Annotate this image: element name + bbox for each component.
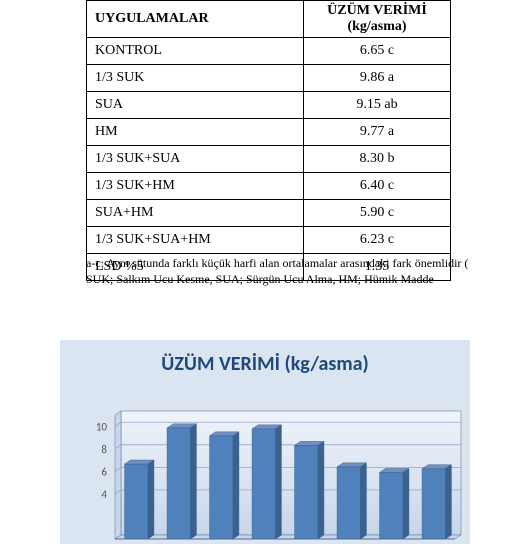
table-row: 1/3 SUK+SUA8.30 b (87, 146, 451, 173)
table: UYGULAMALAR ÜZÜM VERİMİ (kg/asma) KONTRO… (86, 0, 451, 281)
row-value: 6.65 c (304, 38, 451, 65)
table-row: KONTROL6.65 c (87, 38, 451, 65)
svg-text:4: 4 (101, 488, 107, 501)
table-row: 1/3 SUK+SUA+HM6.23 c (87, 227, 451, 254)
row-value: 8.30 b (304, 146, 451, 173)
row-label: 1/3 SUK+SUA (87, 146, 304, 173)
row-value: 9.86 a (304, 65, 451, 92)
row-label: HM (87, 119, 304, 146)
row-label: SUA (87, 92, 304, 119)
row-label: SUA+HM (87, 200, 304, 227)
table-footnote: a-c: Aynı sütunda farklı küçük harfi ala… (86, 256, 526, 287)
th-uzum-verimi: ÜZÜM VERİMİ (kg/asma) (304, 1, 451, 38)
svg-text:6: 6 (101, 465, 107, 478)
table-row: SUA+HM5.90 c (87, 200, 451, 227)
table-row: 1/3 SUK9.86 a (87, 65, 451, 92)
svg-text:8: 8 (101, 443, 107, 456)
note-line1: a-c: Aynı sütunda farklı küçük harfi ala… (86, 256, 468, 270)
row-value: 6.23 c (304, 227, 451, 254)
row-value: 6.40 c (304, 173, 451, 200)
row-value: 5.90 c (304, 200, 451, 227)
row-label: 1/3 SUK+SUA+HM (87, 227, 304, 254)
row-value: 9.77 a (304, 119, 451, 146)
row-label: 1/3 SUK+HM (87, 173, 304, 200)
th-val-line1: ÜZÜM VERİMİ (327, 3, 427, 18)
svg-text:10: 10 (96, 420, 108, 433)
table-row: HM9.77 a (87, 119, 451, 146)
table-row: 1/3 SUK+HM6.40 c (87, 173, 451, 200)
row-label: 1/3 SUK (87, 65, 304, 92)
treatments-table: UYGULAMALAR ÜZÜM VERİMİ (kg/asma) KONTRO… (86, 0, 451, 281)
row-label: KONTROL (87, 38, 304, 65)
table-row: SUA9.15 ab (87, 92, 451, 119)
th-val-line2: (kg/asma) (347, 19, 406, 34)
th-uygulamalar: UYGULAMALAR (87, 1, 304, 38)
note-line2: SUK; Salkım Ucu Kesme, SUA; Sürgün Ucu A… (86, 272, 434, 286)
row-value: 9.15 ab (304, 92, 451, 119)
bar-chart: ÜZÜM VERİMİ (kg/asma) 4 6 8 10 (60, 340, 470, 544)
svg-text:ÜZÜM VERİMİ (kg/asma): ÜZÜM VERİMİ (kg/asma) (161, 352, 368, 376)
